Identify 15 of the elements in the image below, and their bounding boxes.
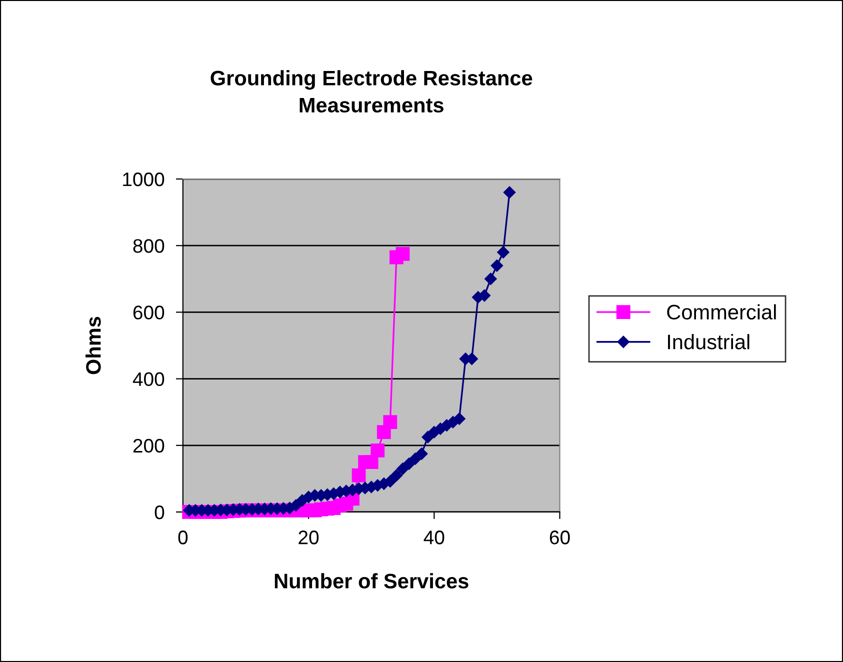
x-tick-label: 20: [298, 530, 319, 544]
y-axis-title: Ohms: [86, 316, 101, 374]
x-tick-label: 40: [424, 530, 444, 544]
y-tick-label: 800: [133, 239, 164, 253]
x-tick-label: 0: [178, 530, 188, 544]
chart-title: Grounding Electrode Resistance Measurements: [210, 70, 532, 113]
x-tick-label: 60: [550, 530, 570, 544]
legend-label: Industrial: [668, 334, 750, 350]
y-tick-label: 1000: [123, 172, 164, 186]
y-tick-label: 600: [133, 306, 164, 320]
y-tick-label: 400: [132, 372, 164, 386]
x-axis-title: Number of Services: [274, 573, 468, 588]
legend-label: Commercial: [667, 304, 776, 320]
y-tick-label: 0: [154, 505, 164, 520]
y-tick-label: 200: [133, 438, 164, 453]
